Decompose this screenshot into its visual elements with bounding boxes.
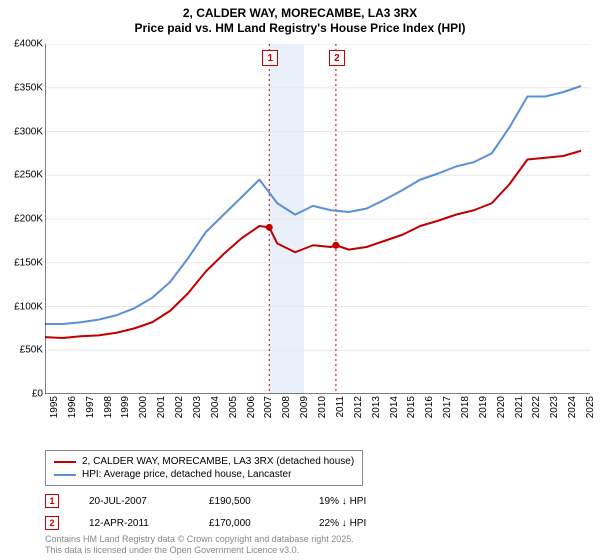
x-tick-label: 2004 [210,396,221,418]
legend-swatch-property [54,461,76,463]
chart-svg [45,44,590,394]
sale-delta-1: 19% ↓ HPI [319,496,366,507]
y-tick-label: £200K [14,214,43,225]
y-tick-label: £250K [14,170,43,181]
y-tick-label: £300K [14,126,43,137]
x-tick-label: 2020 [496,396,507,418]
x-tick-label: 2019 [478,396,489,418]
x-tick-label: 2021 [514,396,525,418]
x-tick-label: 2022 [531,396,542,418]
sale-date-1: 20-JUL-2007 [89,496,179,507]
y-tick-label: £350K [14,82,43,93]
x-tick-label: 2011 [335,396,346,418]
y-tick-label: £150K [14,257,43,268]
y-tick-label: £0 [32,389,43,400]
sale-marker-2: 2 [45,516,59,530]
legend-item-property: 2, CALDER WAY, MORECAMBE, LA3 3RX (detac… [54,455,354,468]
legend: 2, CALDER WAY, MORECAMBE, LA3 3RX (detac… [45,450,363,486]
sale-price-1: £190,500 [209,496,289,507]
x-tick-label: 2024 [567,396,578,418]
x-tick-label: 2001 [156,396,167,418]
footer-line-2: This data is licensed under the Open Gov… [45,545,354,556]
y-tick-label: £100K [14,301,43,312]
legend-item-hpi: HPI: Average price, detached house, Lanc… [54,468,354,481]
x-tick-label: 2010 [317,396,328,418]
x-tick-label: 1997 [85,396,96,418]
x-tick-label: 1999 [120,396,131,418]
sale-row-1: 1 20-JUL-2007 £190,500 19% ↓ HPI [45,494,366,508]
x-tick-label: 2008 [281,396,292,418]
x-tick-label: 2017 [442,396,453,418]
sale-marker-1: 1 [45,494,59,508]
x-tick-label: 2005 [228,396,239,418]
x-tick-label: 2018 [460,396,471,418]
legend-swatch-hpi [54,474,76,476]
title-line-2: Price paid vs. HM Land Registry's House … [0,21,600,36]
title-line-1: 2, CALDER WAY, MORECAMBE, LA3 3RX [0,6,600,21]
title-block: 2, CALDER WAY, MORECAMBE, LA3 3RX Price … [0,0,600,36]
chart-area [45,44,590,394]
x-tick-label: 1995 [49,396,60,418]
footer-line-1: Contains HM Land Registry data © Crown c… [45,534,354,545]
sale-date-2: 12-APR-2011 [89,518,179,529]
x-tick-label: 2007 [263,396,274,418]
chart-container: 2, CALDER WAY, MORECAMBE, LA3 3RX Price … [0,0,600,560]
x-tick-label: 2014 [389,396,400,418]
x-tick-label: 2002 [174,396,185,418]
footer: Contains HM Land Registry data © Crown c… [45,534,354,556]
x-tick-label: 2006 [246,396,257,418]
x-tick-label: 2016 [424,396,435,418]
x-tick-label: 2013 [371,396,382,418]
x-tick-label: 2025 [585,396,596,418]
sale-row-2: 2 12-APR-2011 £170,000 22% ↓ HPI [45,516,366,530]
y-tick-label: £50K [20,345,43,356]
legend-label-hpi: HPI: Average price, detached house, Lanc… [82,469,291,480]
x-tick-label: 2003 [192,396,203,418]
sale-delta-2: 22% ↓ HPI [319,518,366,529]
legend-label-property: 2, CALDER WAY, MORECAMBE, LA3 3RX (detac… [82,456,354,467]
event-marker-1: 1 [262,50,278,66]
x-tick-label: 2023 [549,396,560,418]
x-tick-label: 2015 [406,396,417,418]
x-tick-label: 2012 [353,396,364,418]
x-tick-label: 2009 [299,396,310,418]
x-tick-label: 2000 [138,396,149,418]
event-marker-2: 2 [329,50,345,66]
y-tick-label: £400K [14,39,43,50]
x-tick-label: 1998 [103,396,114,418]
x-tick-label: 1996 [67,396,78,418]
sale-price-2: £170,000 [209,518,289,529]
